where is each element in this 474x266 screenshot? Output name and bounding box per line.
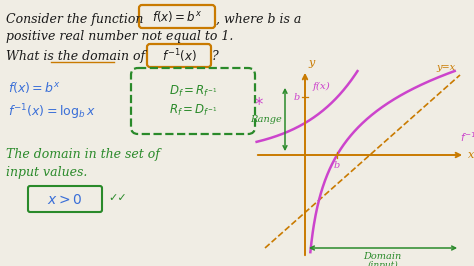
- Text: $R_f = D_{f^{-1}}$: $R_f = D_{f^{-1}}$: [169, 102, 217, 118]
- Text: $f(x) = b^x$: $f(x) = b^x$: [152, 10, 202, 24]
- Text: $D_f = R_{f^{-1}}$: $D_f = R_{f^{-1}}$: [169, 84, 217, 98]
- Text: What is the domain of: What is the domain of: [6, 50, 145, 63]
- Text: (input): (input): [367, 261, 398, 266]
- Text: $f^{-1}(x)$: $f^{-1}(x)$: [460, 131, 474, 146]
- Text: y=x: y=x: [436, 63, 455, 72]
- Text: Domain: Domain: [364, 252, 401, 261]
- Text: $f(x) = b^x$: $f(x) = b^x$: [8, 80, 61, 95]
- Text: y: y: [308, 58, 314, 68]
- Text: *: *: [254, 96, 263, 114]
- Text: ?: ?: [212, 50, 219, 63]
- Text: ✓✓: ✓✓: [108, 193, 127, 203]
- Text: b: b: [334, 161, 340, 170]
- Text: b: b: [294, 93, 300, 102]
- Text: Consider the function: Consider the function: [6, 13, 143, 26]
- Text: positive real number not equal to 1.: positive real number not equal to 1.: [6, 30, 233, 43]
- Text: $x > 0$: $x > 0$: [47, 193, 82, 206]
- Text: The domain in the set of: The domain in the set of: [6, 148, 160, 161]
- Text: x: x: [468, 150, 474, 160]
- Text: input values.: input values.: [6, 166, 87, 179]
- Text: $f^{-1}(x) = \log_b x$: $f^{-1}(x) = \log_b x$: [8, 102, 96, 122]
- Text: $f^{-1}(x)$: $f^{-1}(x)$: [162, 47, 196, 65]
- Text: Range: Range: [250, 115, 282, 124]
- Text: f(x): f(x): [313, 82, 331, 91]
- Text: , where b is a: , where b is a: [216, 13, 301, 26]
